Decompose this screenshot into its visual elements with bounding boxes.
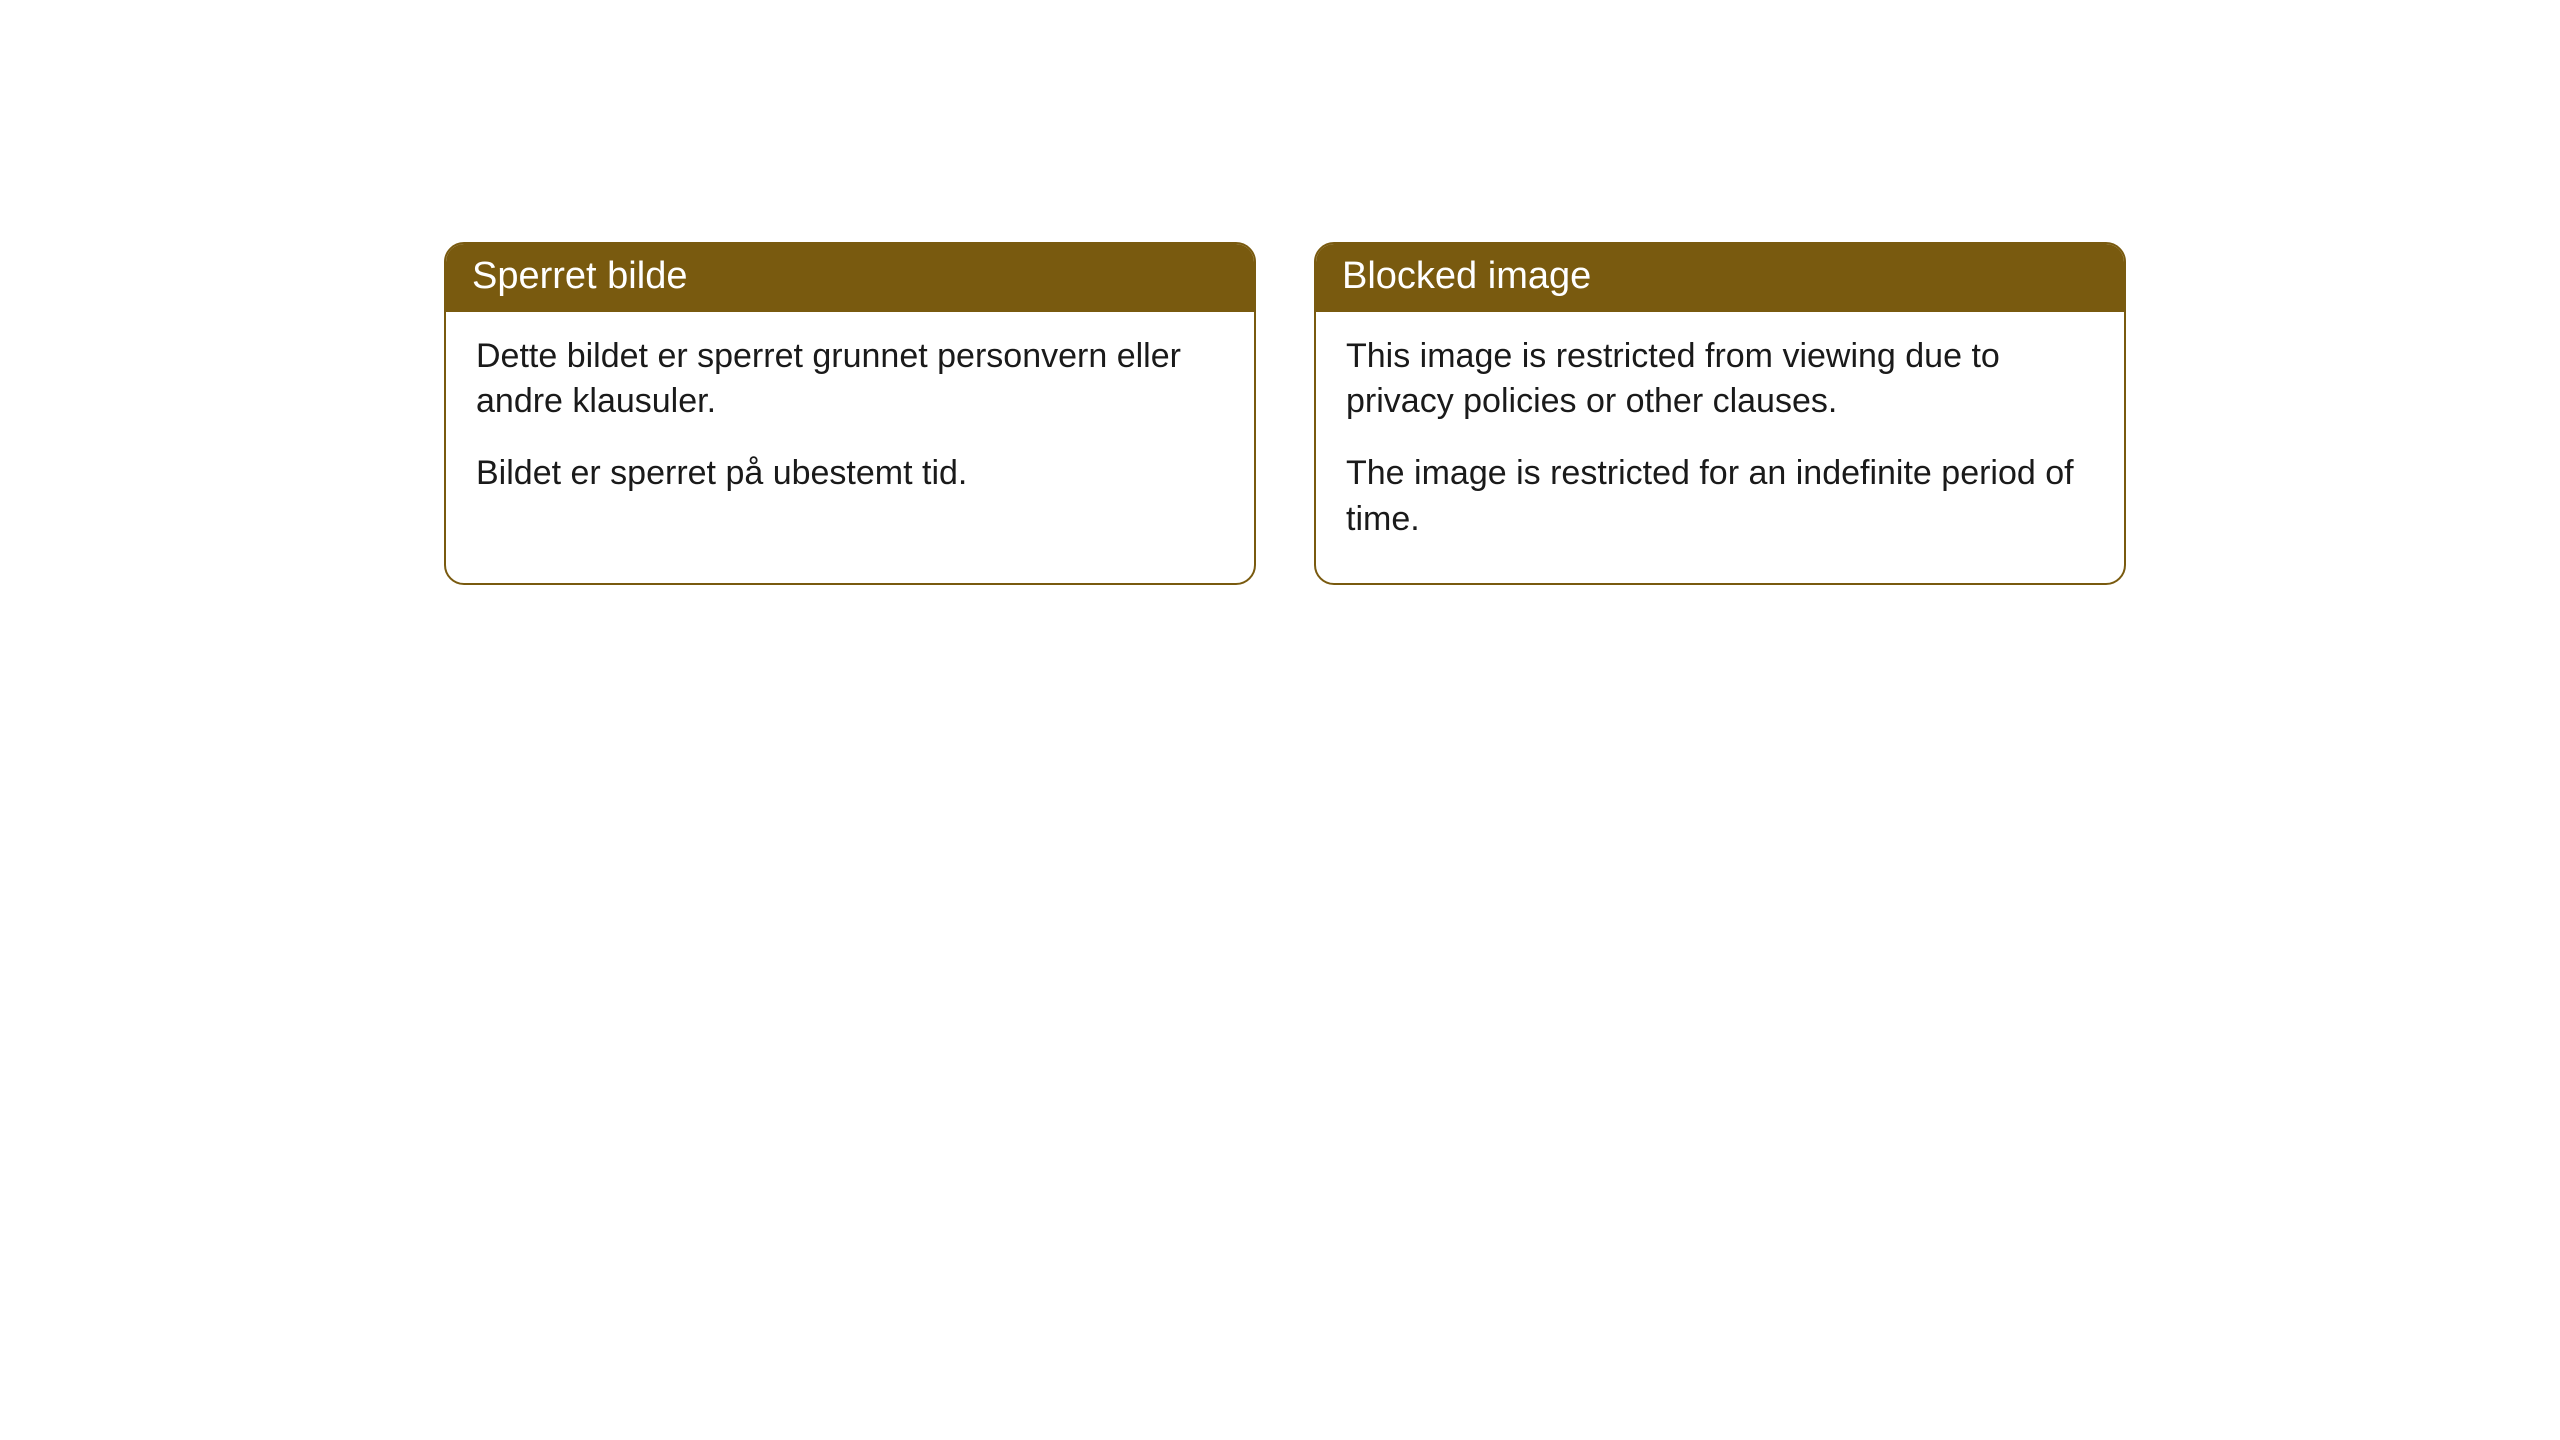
blocked-image-card-norwegian: Sperret bilde Dette bildet er sperret gr… <box>444 242 1256 585</box>
card-paragraph-2: Bildet er sperret på ubestemt tid. <box>476 451 1224 497</box>
blocked-image-card-english: Blocked image This image is restricted f… <box>1314 242 2126 585</box>
notice-cards-container: Sperret bilde Dette bildet er sperret gr… <box>444 242 2126 585</box>
card-body-norwegian: Dette bildet er sperret grunnet personve… <box>446 312 1254 538</box>
card-body-english: This image is restricted from viewing du… <box>1316 312 2124 584</box>
card-header-norwegian: Sperret bilde <box>446 244 1254 312</box>
card-paragraph-1: This image is restricted from viewing du… <box>1346 334 2094 426</box>
card-paragraph-2: The image is restricted for an indefinit… <box>1346 451 2094 543</box>
card-paragraph-1: Dette bildet er sperret grunnet personve… <box>476 334 1224 426</box>
card-header-english: Blocked image <box>1316 244 2124 312</box>
